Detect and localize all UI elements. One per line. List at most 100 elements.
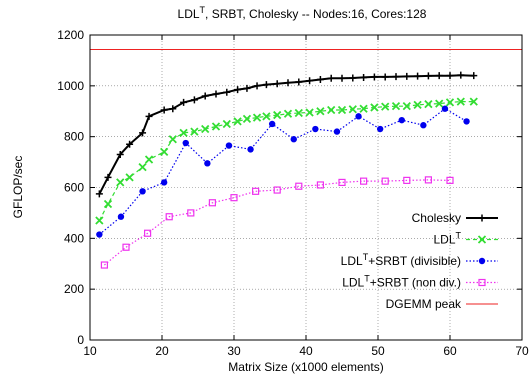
data-point <box>211 122 221 131</box>
data-point <box>190 127 199 136</box>
data-point <box>381 102 390 111</box>
legend-label: LDLT+SRBT (non div.) <box>342 274 461 290</box>
grid <box>90 35 522 340</box>
data-point <box>403 176 411 184</box>
data-point <box>234 86 242 94</box>
data-point <box>95 190 103 198</box>
data-point <box>398 116 405 124</box>
chart-title-superscript: T <box>200 5 206 15</box>
data-point <box>413 100 422 110</box>
data-point <box>242 114 252 124</box>
legend-entry: LDLT <box>433 231 498 247</box>
x-tick-label: 40 <box>299 344 313 358</box>
series-3 <box>100 176 454 269</box>
data-point <box>117 213 125 220</box>
legend-label: LDLT+SRBT (divisible) <box>341 252 461 268</box>
data-point <box>463 118 470 125</box>
y-tick-label: 1200 <box>57 28 84 42</box>
series-1 <box>95 97 478 225</box>
legend-entry: LDLT+SRBT (divisible) <box>341 252 498 268</box>
data-point <box>204 160 211 167</box>
data-point <box>252 113 262 122</box>
y-tick-label: 200 <box>64 282 84 296</box>
x-tick-label: 10 <box>83 344 97 358</box>
chart-title: LDLT, SRBT, Cholesky -- Nodes:16, Cores:… <box>178 5 427 21</box>
data-point <box>338 74 346 82</box>
series-line <box>99 107 467 235</box>
data-point <box>187 209 195 217</box>
data-point <box>144 155 154 164</box>
data-point <box>103 199 113 209</box>
data-point <box>295 78 303 86</box>
data-point <box>469 97 478 106</box>
data-point <box>179 128 188 137</box>
legend-entry: Cholesky <box>412 211 498 225</box>
data-point <box>222 119 231 129</box>
data-point <box>273 110 282 120</box>
data-point <box>273 186 281 194</box>
data-point <box>359 104 368 113</box>
data-point <box>333 128 341 135</box>
data-point <box>268 120 276 128</box>
x-tick-label: 30 <box>227 344 241 358</box>
data-point <box>233 117 242 126</box>
data-point <box>381 73 389 81</box>
data-point <box>445 98 455 107</box>
legend-entry: LDLT+SRBT (non div.) <box>342 274 498 290</box>
data-point <box>376 125 384 133</box>
x-axis-label: Matrix Size (x1000 elements) <box>228 360 383 374</box>
data-point <box>201 124 210 134</box>
data-point <box>391 102 401 111</box>
data-point <box>355 113 362 120</box>
data-point <box>122 243 130 251</box>
x-tick-label: 60 <box>443 344 457 358</box>
data-point <box>201 92 209 100</box>
x-tick-label: 50 <box>371 344 385 358</box>
data-point <box>138 163 147 172</box>
chart-title-part: , SRBT, Cholesky -- Nodes:16, Cores:128 <box>205 7 427 21</box>
data-point <box>424 99 433 109</box>
data-point <box>182 139 189 147</box>
data-point <box>169 105 177 113</box>
data-point <box>424 72 432 80</box>
plot-frame <box>89 34 523 341</box>
data-point <box>457 71 465 79</box>
data-point <box>381 177 389 185</box>
data-point <box>370 103 379 112</box>
data-point <box>104 173 112 181</box>
data-point <box>284 79 292 87</box>
legend-marker <box>478 257 486 265</box>
data-point <box>306 77 314 85</box>
data-point <box>290 136 297 143</box>
series-0 <box>95 71 478 198</box>
data-point <box>212 90 220 98</box>
data-point <box>456 97 465 106</box>
data-point <box>160 179 168 186</box>
y-tick-label: 800 <box>64 130 84 144</box>
data-point <box>316 75 324 83</box>
data-point <box>223 88 231 96</box>
data-point <box>316 107 325 116</box>
data-point <box>295 182 303 190</box>
data-point <box>414 72 422 80</box>
data-point <box>252 187 260 195</box>
data-point <box>225 142 233 149</box>
data-point <box>349 74 357 82</box>
data-point <box>470 72 478 80</box>
legend-marker <box>478 278 486 287</box>
legend-label: Cholesky <box>412 211 461 225</box>
data-point <box>160 106 168 114</box>
data-point <box>446 72 454 80</box>
data-point <box>360 73 368 81</box>
data-point <box>441 105 449 112</box>
legend-label: LDLT <box>433 231 461 247</box>
data-point <box>305 108 314 117</box>
data-point <box>144 229 152 237</box>
x-tick-label: 70 <box>515 344 529 358</box>
y-tick-label: 1000 <box>57 79 84 93</box>
data-point <box>262 81 270 89</box>
data-point <box>435 72 443 80</box>
x-tick-label: 20 <box>155 344 169 358</box>
series-group <box>90 49 522 269</box>
